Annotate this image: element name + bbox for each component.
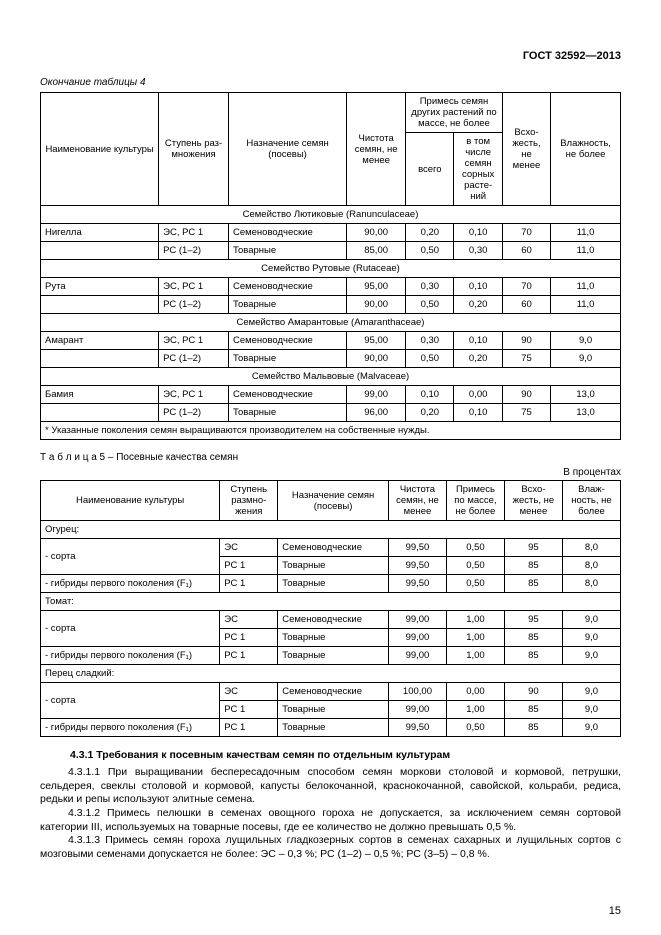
th5-impurity: Примесь по массе, не более	[446, 481, 504, 521]
table-row: РС (1–2)Товарные 96,000,200,10 7513,0	[41, 404, 621, 422]
document-number: ГОСТ 32592—2013	[40, 50, 621, 62]
th5-purity: Чистота семян, не менее	[388, 481, 446, 521]
family1: Семейство Лютиковые (Ranunculaceae)	[41, 206, 621, 224]
table4: Наименование культуры Ступень раз- множе…	[40, 92, 621, 440]
table-row: - гибриды первого поколения (F₁) РС 1Тов…	[41, 575, 621, 593]
th-impurity-group: Примесь семян других растений по массе, …	[406, 93, 503, 133]
table-row: РутаЭС, РС 1Семеноводческие 95,000,300,1…	[41, 278, 621, 296]
th5-stage: Ступень размно- жения	[220, 481, 278, 521]
table-row: РС (1–2)Товарные 85,000,500,30 6011,0	[41, 242, 621, 260]
family2: Семейство Рутовые (Rutaceae)	[41, 260, 621, 278]
page-number: 15	[609, 905, 621, 917]
table-row: РС (1–2)Товарные 90,000,500,20 759,0	[41, 350, 621, 368]
table-row: АмарантЭС, РС 1Семеноводческие 95,000,30…	[41, 332, 621, 350]
table5-caption: Т а б л и ц а 5 – Посевные качества семя…	[40, 452, 621, 463]
paragraph-4312: 4.3.1.2 Примесь пелюшки в семенах овощно…	[40, 807, 621, 834]
table-row: БамияЭС, РС 1Семеноводческие 99,000,100,…	[41, 386, 621, 404]
th-weed: в том числе семян сорных расте- ний	[454, 133, 502, 206]
th-purpose: Назначение семян (посевы)	[228, 93, 346, 206]
th5-germ: Всхо- жесть, не менее	[504, 481, 562, 521]
family3: Семейство Амарантовые (Amaranthaceae)	[41, 314, 621, 332]
table-row: РС (1–2)Товарные 90,000,500,20 6011,0	[41, 296, 621, 314]
table-row: Огурец:	[41, 521, 621, 539]
th-stage: Ступень раз- множения	[159, 93, 229, 206]
table4-footnote: * Указанные поколения семян выращиваются…	[41, 422, 621, 440]
table-row: Перец сладкий:	[41, 665, 621, 683]
th5-culture: Наименование культуры	[41, 481, 220, 521]
family4: Семейство Мальвовые (Malvaceae)	[41, 368, 621, 386]
th5-moisture: Влаж- ность, не более	[562, 481, 620, 521]
section-heading: 4.3.1 Требования к посевным качествам се…	[70, 749, 621, 761]
table-row: Томат:	[41, 593, 621, 611]
table-row: - сорта ЭССеменоводческие 99,001,00 959,…	[41, 611, 621, 629]
th-culture: Наименование культуры	[41, 93, 159, 206]
paragraph-4313: 4.3.1.3 Примесь семян гороха лущильных г…	[40, 834, 621, 861]
table-row: - гибриды первого поколения (F₁) РС 1Тов…	[41, 719, 621, 737]
table5-unit: В процентах	[40, 467, 621, 478]
th-germ: Всхо- жесть, не менее	[502, 93, 550, 206]
table-row: - гибриды первого поколения (F₁) РС 1Тов…	[41, 647, 621, 665]
table-row: - сорта ЭССеменоводческие 100,000,00 909…	[41, 683, 621, 701]
th-total: всего	[406, 133, 454, 206]
th-moisture: Влажность, не более	[551, 93, 621, 206]
th-purity: Чистота семян, не менее	[347, 93, 406, 206]
table-row: - сорта ЭССеменоводческие 99,500,50 958,…	[41, 539, 621, 557]
th5-purpose: Назначение семян (посевы)	[278, 481, 389, 521]
table-row: НигеллаЭС, РС 1Семеноводческие 90,000,20…	[41, 224, 621, 242]
table4-caption: Окончание таблицы 4	[40, 77, 621, 88]
paragraph-4311: 4.3.1.1 При выращивании беспересадочным …	[40, 766, 621, 807]
table5: Наименование культуры Ступень размно- же…	[40, 480, 621, 737]
